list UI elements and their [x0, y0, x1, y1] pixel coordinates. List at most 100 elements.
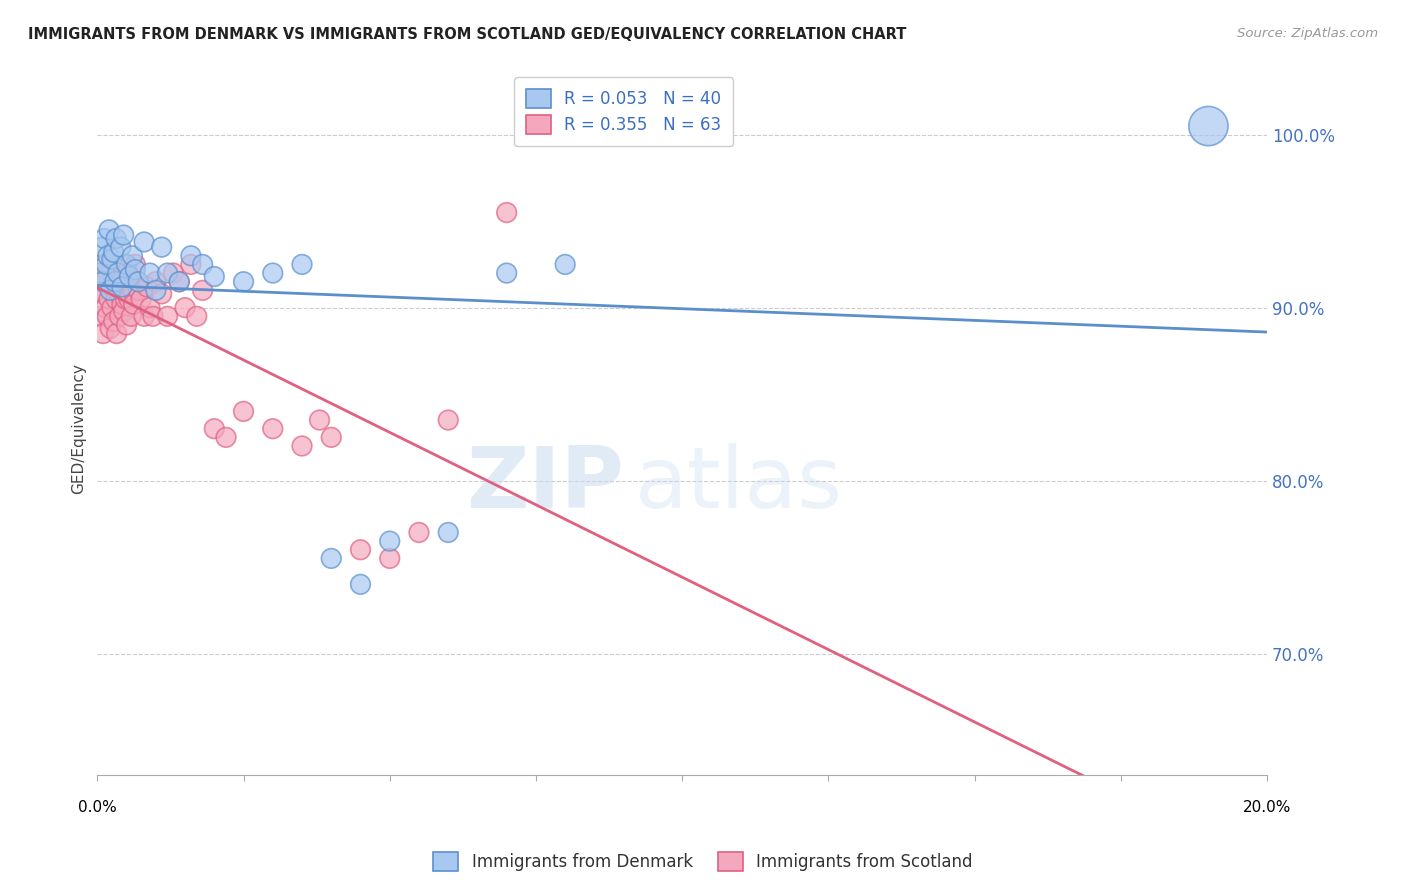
Point: [124, 262, 146, 277]
Text: 20.0%: 20.0%: [1243, 799, 1291, 814]
Point: [103, 314, 125, 328]
Point: [232, 275, 254, 289]
Point: [114, 292, 136, 306]
Point: [107, 266, 129, 280]
Point: [321, 430, 343, 444]
Point: [110, 240, 132, 254]
Point: [105, 292, 128, 306]
Point: [97, 249, 120, 263]
Point: [167, 275, 190, 289]
Point: [202, 269, 225, 284]
Point: [91, 240, 114, 254]
Point: [349, 577, 371, 591]
Text: 0.0%: 0.0%: [77, 799, 117, 814]
Point: [96, 310, 118, 324]
Point: [101, 301, 124, 315]
Point: [349, 542, 371, 557]
Point: [114, 280, 136, 294]
Point: [437, 413, 460, 427]
Point: [87, 284, 110, 298]
Point: [191, 284, 214, 298]
Point: [90, 257, 112, 271]
Point: [202, 422, 225, 436]
Point: [174, 301, 197, 315]
Point: [93, 231, 115, 245]
Point: [101, 275, 124, 289]
Point: [127, 284, 149, 298]
Point: [104, 284, 127, 298]
Point: [145, 284, 167, 298]
Point: [108, 286, 131, 301]
Point: [321, 551, 343, 566]
Point: [495, 205, 517, 219]
Point: [134, 235, 156, 249]
Point: [89, 310, 111, 324]
Point: [112, 257, 135, 271]
Point: [97, 269, 120, 284]
Point: [180, 257, 202, 271]
Point: [437, 525, 460, 540]
Point: [115, 257, 138, 271]
Point: [112, 304, 135, 318]
Point: [115, 318, 138, 332]
Point: [291, 439, 314, 453]
Point: [308, 413, 330, 427]
Point: [98, 321, 121, 335]
Point: [94, 266, 117, 280]
Point: [156, 266, 179, 280]
Point: [93, 275, 115, 289]
Point: [1197, 119, 1219, 133]
Point: [107, 266, 129, 280]
Point: [118, 292, 141, 306]
Point: [180, 249, 202, 263]
Point: [139, 301, 162, 315]
Point: [139, 266, 162, 280]
Point: [129, 292, 152, 306]
Point: [291, 257, 314, 271]
Point: [105, 231, 128, 245]
Point: [91, 326, 114, 341]
Point: [121, 284, 143, 298]
Point: [98, 292, 121, 306]
Point: [111, 297, 134, 311]
Point: [262, 422, 284, 436]
Point: [127, 275, 149, 289]
Text: ZIP: ZIP: [465, 442, 624, 525]
Point: [100, 262, 122, 277]
Point: [495, 266, 517, 280]
Point: [111, 280, 134, 294]
Text: Source: ZipAtlas.com: Source: ZipAtlas.com: [1237, 27, 1378, 40]
Point: [98, 284, 121, 298]
Point: [378, 534, 401, 549]
Point: [191, 257, 214, 271]
Point: [122, 297, 145, 311]
Point: [91, 286, 114, 301]
Text: IMMIGRANTS FROM DENMARK VS IMMIGRANTS FROM SCOTLAND GED/EQUIVALENCY CORRELATION : IMMIGRANTS FROM DENMARK VS IMMIGRANTS FR…: [28, 27, 907, 42]
Point: [136, 280, 159, 294]
Point: [117, 266, 139, 280]
Point: [145, 275, 167, 289]
Point: [91, 275, 114, 289]
Legend: R = 0.053   N = 40, R = 0.355   N = 63: R = 0.053 N = 40, R = 0.355 N = 63: [515, 78, 733, 146]
Point: [262, 266, 284, 280]
Point: [121, 249, 143, 263]
Point: [110, 275, 132, 289]
Point: [124, 257, 146, 271]
Point: [108, 310, 131, 324]
Text: atlas: atlas: [636, 442, 844, 525]
Point: [105, 326, 128, 341]
Point: [94, 257, 117, 271]
Point: [142, 310, 165, 324]
Point: [554, 257, 576, 271]
Point: [215, 430, 238, 444]
Point: [103, 245, 125, 260]
Point: [150, 240, 173, 254]
Legend: Immigrants from Denmark, Immigrants from Scotland: Immigrants from Denmark, Immigrants from…: [425, 843, 981, 880]
Point: [120, 310, 142, 324]
Point: [162, 266, 184, 280]
Point: [118, 269, 141, 284]
Point: [112, 227, 135, 242]
Point: [101, 252, 124, 267]
Point: [167, 275, 190, 289]
Point: [89, 266, 111, 280]
